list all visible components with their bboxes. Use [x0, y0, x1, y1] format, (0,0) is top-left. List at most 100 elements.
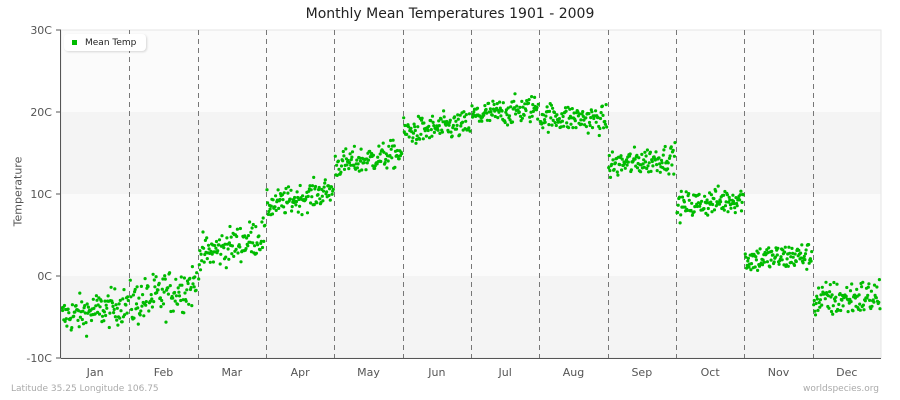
data-point [317, 185, 321, 190]
data-point [462, 110, 466, 114]
data-point [197, 263, 201, 267]
data-point [464, 119, 468, 123]
data-point [791, 255, 795, 259]
data-point [217, 243, 221, 247]
data-point [677, 195, 682, 199]
data-point [290, 209, 294, 213]
data-point [85, 302, 89, 306]
data-point [579, 118, 583, 122]
data-point [106, 294, 110, 298]
data-point [704, 201, 709, 205]
data-point [666, 161, 670, 165]
data-point [760, 263, 765, 267]
data-point [309, 201, 313, 205]
data-point [810, 250, 814, 254]
data-point [288, 197, 292, 201]
data-point [724, 200, 728, 204]
data-point [163, 274, 167, 278]
data-point [769, 258, 773, 262]
data-point [552, 110, 557, 115]
data-point [490, 113, 494, 117]
data-point [530, 114, 534, 118]
data-point [772, 260, 776, 264]
data-point [857, 293, 861, 297]
data-point [344, 147, 348, 151]
data-point [618, 163, 622, 167]
data-point [573, 119, 577, 123]
data-point [756, 251, 760, 255]
data-point [419, 132, 423, 136]
data-point [454, 127, 459, 131]
data-point [294, 200, 299, 204]
data-point [790, 246, 794, 250]
data-point [789, 255, 793, 259]
data-point [687, 192, 691, 196]
data-point [663, 144, 667, 149]
data-point [416, 125, 420, 129]
data-point [563, 106, 568, 110]
data-point [413, 128, 417, 133]
data-point [244, 247, 248, 251]
data-point [645, 148, 650, 152]
data-point [809, 259, 813, 263]
data-point [512, 99, 516, 103]
data-point [289, 188, 293, 192]
data-point [785, 257, 789, 261]
data-point [424, 134, 428, 138]
data-point [657, 156, 661, 160]
data-point [836, 308, 840, 312]
data-point [649, 169, 653, 173]
data-point [156, 288, 160, 292]
data-point [403, 123, 407, 128]
data-point [628, 152, 632, 156]
data-point [85, 334, 89, 338]
data-point [598, 116, 603, 121]
data-point [719, 200, 723, 204]
data-point [464, 113, 468, 117]
data-point [387, 144, 391, 148]
data-point [323, 181, 327, 185]
data-point [450, 134, 454, 138]
data-point [277, 206, 281, 210]
data-point [812, 303, 816, 307]
data-point [875, 285, 879, 289]
data-point [512, 106, 517, 110]
data-point [805, 267, 809, 271]
data-point [149, 293, 153, 297]
data-point [870, 304, 874, 308]
legend-label: Mean Temp [85, 37, 137, 48]
data-point [86, 305, 90, 309]
data-point [157, 281, 161, 285]
data-point [680, 195, 685, 199]
data-point [743, 252, 747, 256]
data-point [483, 104, 487, 108]
data-point [506, 106, 510, 110]
data-point [849, 300, 853, 304]
data-point [586, 131, 590, 135]
data-point [108, 311, 112, 315]
data-point [253, 244, 257, 248]
source-caption: worldspecies.org [802, 384, 879, 394]
data-point [767, 246, 771, 250]
data-point [603, 122, 608, 126]
data-point [807, 243, 811, 247]
data-point [155, 291, 159, 295]
data-point [104, 313, 108, 318]
data-point [590, 110, 594, 114]
data-point [658, 162, 662, 166]
data-point [144, 300, 148, 304]
x-tick-label: Jan [86, 366, 104, 379]
data-point [611, 158, 615, 162]
data-point [409, 126, 413, 130]
data-point [500, 109, 504, 113]
data-point [154, 275, 158, 279]
data-point [850, 282, 854, 286]
data-point [786, 264, 790, 268]
data-point [298, 204, 302, 208]
data-point [867, 282, 871, 286]
data-point [632, 145, 637, 149]
data-point [771, 253, 775, 257]
data-point [698, 202, 702, 206]
data-point [80, 300, 84, 304]
data-point [570, 107, 574, 111]
